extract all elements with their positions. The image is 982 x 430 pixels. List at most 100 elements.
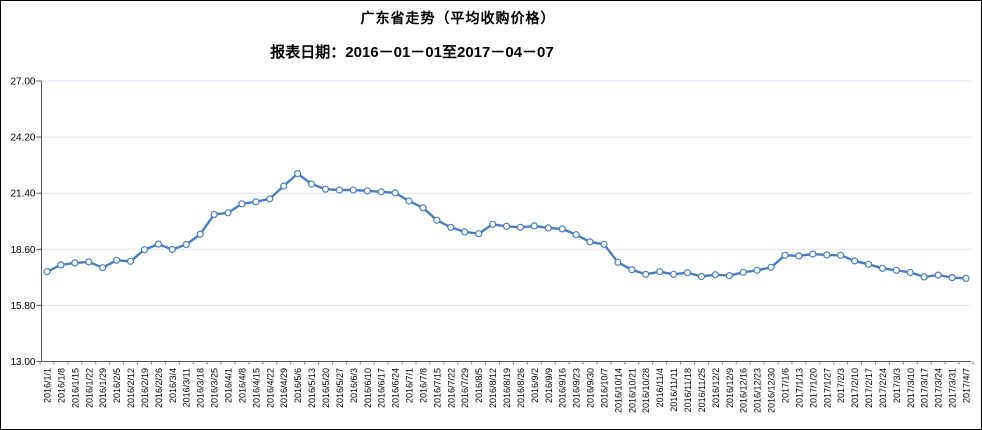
- data-point-marker: [99, 264, 107, 272]
- x-axis-date-label: 2017/4/7: [962, 368, 972, 403]
- x-axis-date-label: 2017/1/13: [794, 368, 804, 408]
- x-axis-date-label: 2016/1/1: [43, 368, 53, 403]
- data-point-marker: [725, 272, 733, 280]
- y-axis-tick-label: 18.60: [10, 245, 35, 256]
- data-point-marker: [642, 270, 650, 278]
- data-point-marker: [837, 251, 845, 259]
- data-point-marker: [335, 186, 343, 194]
- x-axis-date-label: 2016/3/11: [182, 368, 192, 407]
- x-axis-date-label: 2016/12/2: [711, 368, 721, 408]
- data-point-marker: [669, 270, 678, 278]
- x-axis-date-label: 2016/8/12: [488, 368, 498, 408]
- data-point-marker: [349, 186, 357, 194]
- x-axis-date-label: 2016/12/30: [767, 368, 777, 413]
- y-axis-tick-label: 27.00: [10, 77, 35, 88]
- data-point-marker: [475, 230, 483, 238]
- data-point-marker: [530, 222, 538, 230]
- data-point-marker: [906, 268, 914, 277]
- x-axis: 2016/1/1 2016/1/8 2016/1/15 2016/1/22 2016/1…: [39, 361, 974, 413]
- x-axis-date-label: 2016/5/6: [293, 368, 303, 403]
- data-point-marker: [43, 268, 51, 276]
- y-axis: 13.00 15.80 18.60 21.40 24.20 27.00: [10, 77, 42, 368]
- x-axis-date-label: 2016/8/5: [474, 368, 484, 403]
- x-axis-date-label: 2016/5/13: [307, 368, 317, 408]
- data-point-marker: [711, 271, 720, 279]
- x-axis-date-label: 2016/7/15: [432, 368, 442, 408]
- data-point-marker: [224, 209, 232, 217]
- x-axis-date-label: 2017/2/24: [878, 368, 888, 408]
- x-axis-date-label: 2016/7/8: [418, 368, 428, 403]
- x-axis-date-label: 2016/11/11: [669, 368, 679, 412]
- data-point-marker: [697, 272, 706, 281]
- data-point-marker: [57, 261, 65, 269]
- data-point-marker: [210, 210, 218, 218]
- data-point-marker: [112, 256, 121, 264]
- data-point-marker: [767, 263, 775, 271]
- x-axis-date-label: 2016/4/1: [224, 368, 234, 403]
- data-point-marker: [489, 220, 497, 228]
- report-date-subtitle: 报表日期：2016－01－01至2017－04－07: [270, 44, 554, 61]
- x-axis-date-label: 2016/12/9: [725, 368, 735, 408]
- data-point-marker: [308, 180, 316, 188]
- data-point-marker: [948, 274, 956, 282]
- y-axis-tick-label: 13.00: [10, 357, 35, 368]
- data-point-marker: [140, 246, 149, 254]
- x-axis-date-label: 2016/4/29: [279, 368, 289, 408]
- x-axis-date-label: 2016/12/16: [739, 368, 749, 413]
- data-point-marker: [419, 204, 427, 212]
- x-axis-date-label: 2016/6/3: [349, 368, 359, 403]
- price-series: [43, 169, 970, 282]
- data-point-marker: [739, 268, 747, 276]
- x-axis-date-label: 2016/10/14: [613, 368, 623, 413]
- data-point-marker: [920, 273, 928, 281]
- data-point-marker: [572, 231, 580, 239]
- x-axis-date-label: 2017/3/17: [920, 368, 930, 408]
- x-axis-date-label: 2016/6/17: [377, 368, 387, 408]
- x-axis-date-label: 2016/11/4: [655, 368, 665, 407]
- x-axis-date-label: 2016/2/12: [126, 368, 136, 408]
- data-point-marker: [823, 251, 831, 259]
- x-axis-date-label: 2016/4/15: [251, 368, 261, 408]
- x-axis-date-label: 2017/3/10: [906, 368, 916, 408]
- x-axis-date-label: 2017/1/27: [822, 368, 832, 408]
- data-point-marker: [558, 225, 566, 233]
- x-axis-date-label: 2016/11/18: [683, 368, 693, 412]
- data-point-marker: [168, 245, 176, 254]
- data-point-marker: [850, 257, 859, 265]
- data-point-marker: [433, 216, 441, 224]
- data-point-marker: [753, 266, 761, 274]
- data-point-marker: [196, 230, 204, 238]
- data-point-marker: [781, 251, 789, 259]
- data-point-marker: [461, 228, 469, 236]
- y-axis-tick-label: 24.20: [10, 133, 35, 144]
- data-point-marker: [294, 169, 302, 178]
- x-axis-date-label: 2016/10/21: [627, 368, 637, 413]
- x-axis-date-label: 2016/5/20: [321, 368, 331, 408]
- x-axis-date-label: 2016/10/7: [599, 368, 609, 408]
- data-point-marker: [934, 271, 942, 279]
- data-point-marker: [809, 250, 817, 258]
- data-point-marker: [126, 257, 135, 265]
- x-axis-date-label: 2016/1/8: [56, 368, 66, 403]
- x-axis-date-label: 2016/6/24: [391, 368, 401, 408]
- x-axis-date-label: 2016/7/22: [446, 368, 456, 408]
- x-axis-date-label: 2017/3/31: [948, 368, 958, 408]
- data-point-marker: [280, 182, 288, 190]
- x-axis-date-label: 2016/8/26: [516, 368, 526, 408]
- x-axis-date-label: 2016/7/29: [460, 368, 470, 408]
- data-point-marker: [502, 222, 511, 230]
- data-point-marker: [600, 240, 608, 248]
- data-point-marker: [252, 198, 260, 206]
- x-axis-date-label: 2016/9/23: [572, 368, 582, 408]
- x-axis-date-label: 2017/3/24: [934, 368, 944, 408]
- data-point-marker: [683, 269, 692, 277]
- data-point-marker: [628, 266, 636, 274]
- x-axis-date-label: 2017/3/3: [892, 368, 902, 403]
- y-axis-tick-label: 15.80: [10, 301, 35, 312]
- data-point-marker: [321, 185, 330, 193]
- x-axis-date-label: 2016/4/22: [265, 368, 275, 408]
- data-point-marker: [363, 187, 371, 195]
- data-point-marker: [447, 223, 455, 231]
- x-axis-date-label: 2016/1/22: [84, 368, 94, 408]
